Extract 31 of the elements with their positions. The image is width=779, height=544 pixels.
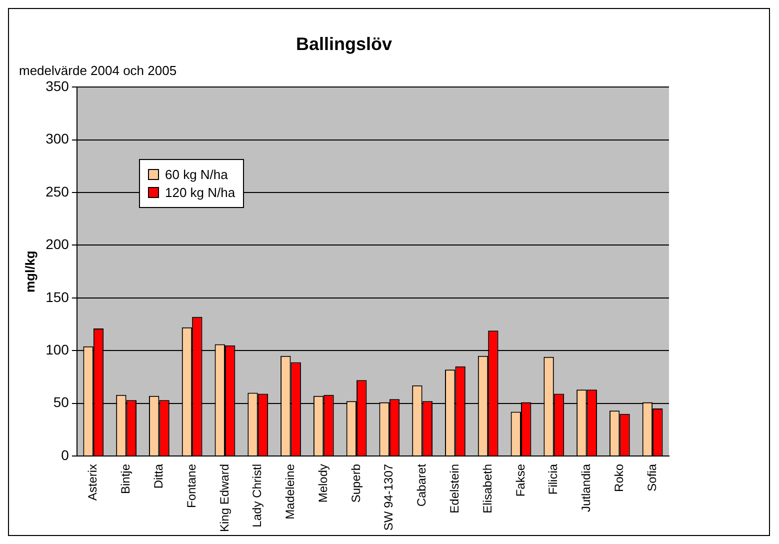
x-tick-label: King Edward	[217, 464, 232, 532]
y-tick-label: 0	[61, 446, 70, 463]
x-tick-label: Fontane	[184, 464, 198, 508]
y-tick-label: 300	[46, 130, 70, 147]
y-tick-label: 50	[53, 394, 70, 410]
chart-title: Ballingslöv	[296, 34, 392, 54]
y-tick-label: 150	[46, 288, 70, 305]
x-tick-label: Asterix	[86, 464, 100, 501]
x-tick-label: SW 94-1307	[382, 464, 396, 531]
legend-label: 120 kg N/ha	[165, 185, 236, 200]
x-tick-label: Ditta	[152, 464, 166, 489]
legend-label: 60 kg N/ha	[165, 167, 228, 182]
x-tick-label: Elisabeth	[480, 464, 494, 514]
x-tick-label: Filicia	[546, 464, 560, 495]
x-tick-label: Jutlandia	[579, 464, 594, 512]
chart-subtitle: medelvärde 2004 och 2005	[19, 62, 177, 78]
x-tick-label: Fakse	[513, 464, 528, 497]
x-tick-label: Edelstein	[448, 464, 462, 514]
x-tick-label: Sofia	[644, 464, 659, 492]
y-tick-label: 100	[46, 341, 70, 358]
x-tick-label: Madeleine	[283, 464, 298, 520]
y-tick-label: 350	[46, 78, 70, 94]
x-tick-label: Roko	[612, 464, 626, 492]
y-tick-label: 200	[46, 236, 70, 252]
x-tick-label: Lady Christl	[250, 464, 264, 528]
x-tick-label: Bintje	[118, 464, 133, 494]
x-tick-label: Superb	[348, 464, 363, 503]
x-tick-label: Cabaret	[414, 463, 429, 507]
y-axis-title: mgl/kg	[22, 250, 38, 293]
y-tick-label: 250	[46, 183, 70, 200]
x-tick-label: Melody	[316, 464, 330, 503]
